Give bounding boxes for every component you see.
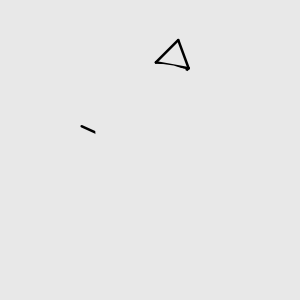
Text: S: S	[143, 194, 157, 213]
Text: S: S	[144, 196, 156, 211]
Text: O: O	[170, 226, 184, 241]
Text: O: O	[169, 224, 185, 243]
Text: O: O	[115, 224, 131, 243]
Text: N: N	[142, 111, 158, 130]
Text: N: N	[143, 113, 157, 128]
Text: O: O	[116, 226, 130, 241]
